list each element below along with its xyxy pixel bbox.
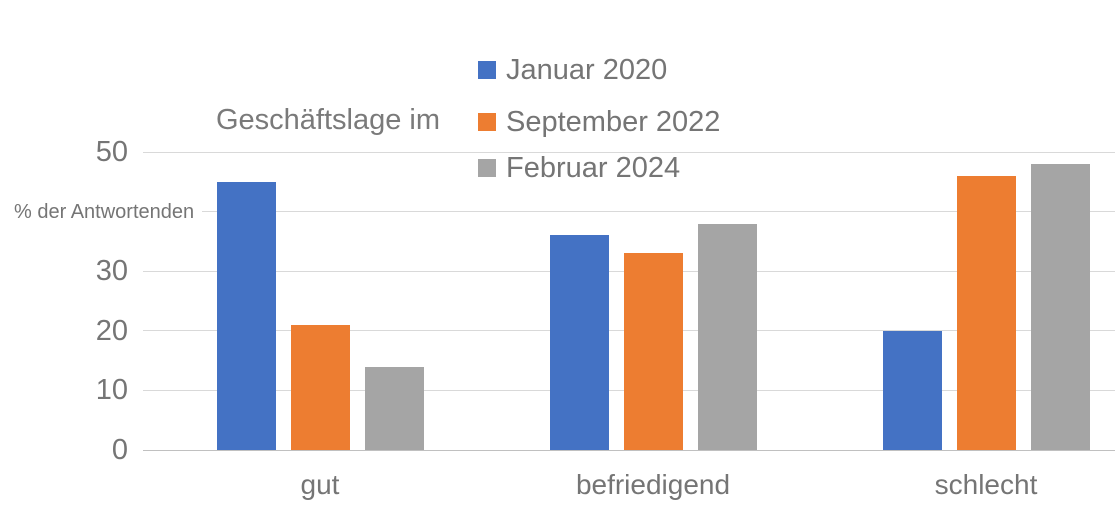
- y-tick-label-30: 30: [95, 255, 128, 288]
- legend-swatch-orange-icon: [478, 113, 496, 131]
- chart-title: Geschäftslage im: [215, 104, 440, 136]
- legend-item-januar-2020: Januar 2020: [478, 54, 667, 86]
- y-axis-label: % der Antwortenden: [14, 199, 203, 225]
- legend-item-februar-2024: Februar 2024: [478, 152, 680, 184]
- legend-item-september-2022: September 2022: [478, 106, 720, 138]
- gridline-40: [143, 211, 1115, 213]
- legend-swatch-gray-icon: [478, 159, 496, 177]
- legend-label: Februar 2024: [506, 151, 681, 184]
- bar-januar-2020-befriedigend: [550, 235, 609, 450]
- bar-februar-2024-befriedigend: [698, 223, 757, 450]
- bar-februar-2024-schlecht: [1031, 163, 1090, 450]
- x-label-befriedigend: befriedigend: [575, 469, 731, 500]
- bar-september-2022-gut: [291, 324, 350, 450]
- y-tick-label-0: 0: [111, 434, 128, 466]
- gridline-50: [143, 151, 1115, 153]
- bar-januar-2020-gut: [217, 181, 276, 450]
- legend-label: Januar 2020: [506, 53, 668, 86]
- gridline-0: [143, 449, 1115, 451]
- bar-september-2022-schlecht: [957, 175, 1016, 450]
- y-tick-label-10: 10: [95, 374, 128, 407]
- bar-januar-2020-schlecht: [883, 330, 942, 450]
- legend-label: September 2022: [506, 105, 721, 138]
- bar-februar-2024-gut: [365, 366, 424, 450]
- y-tick-label-20: 20: [95, 314, 128, 347]
- bar-september-2022-befriedigend: [624, 253, 683, 450]
- x-label-gut: gut: [300, 469, 340, 500]
- x-label-schlecht: schlecht: [934, 469, 1038, 500]
- y-tick-label-50: 50: [95, 136, 128, 168]
- legend-swatch-blue-icon: [478, 61, 496, 79]
